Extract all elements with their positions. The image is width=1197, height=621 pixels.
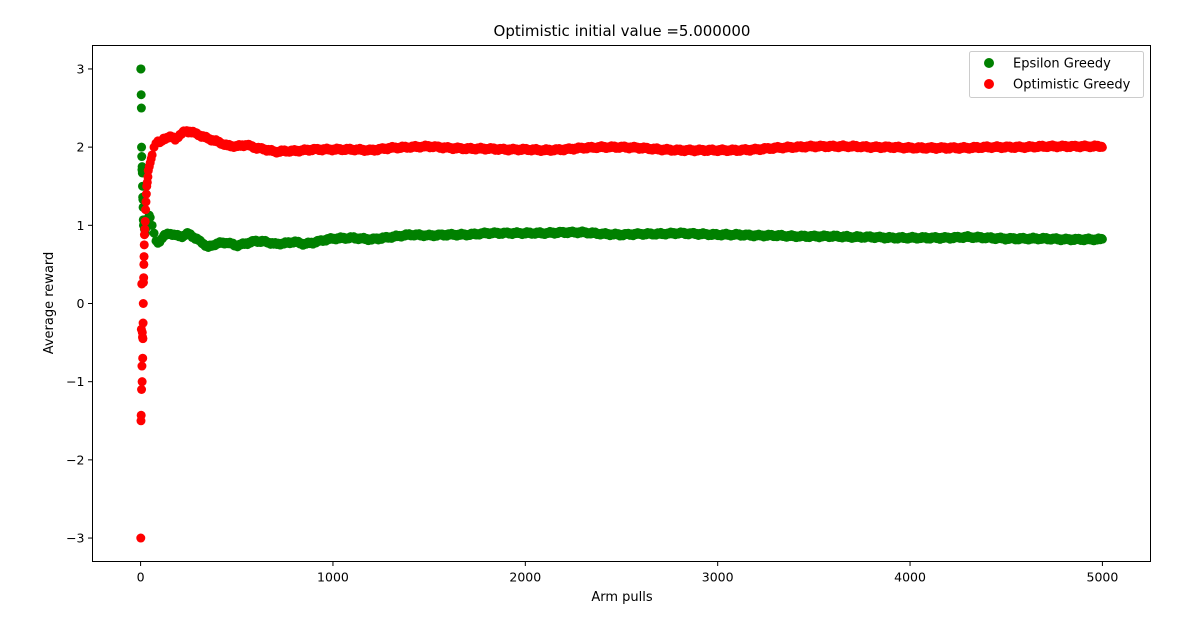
data-point [137, 385, 147, 394]
legend-marker-epsilon-greedy [984, 58, 994, 68]
y-tick-label: −2 [66, 452, 84, 467]
legend: Epsilon Greedy Optimistic Greedy [969, 51, 1144, 98]
data-point [138, 299, 148, 308]
legend-label-epsilon-greedy: Epsilon Greedy [1013, 57, 1111, 72]
data-point [140, 224, 150, 234]
data-point [139, 259, 149, 269]
data-point [136, 103, 146, 113]
data-point [141, 197, 151, 207]
x-tick-label: 5000 [1087, 570, 1119, 585]
data-point [149, 228, 159, 238]
data-point [147, 220, 157, 230]
y-tick-label: 3 [77, 61, 85, 76]
y-axis-ticks: −3 −2 −1 0 1 2 3 [66, 61, 93, 546]
series-epsilon-greedy [136, 64, 1107, 252]
y-tick-label: −3 [66, 531, 84, 546]
data-point [1097, 142, 1107, 152]
data-point [1097, 234, 1107, 244]
data-point [136, 90, 146, 100]
data-point [138, 318, 148, 328]
x-tick-label: 0 [137, 570, 145, 585]
x-tick-label: 2000 [509, 570, 541, 585]
data-point [139, 273, 149, 283]
data-point [140, 216, 150, 226]
data-point [137, 142, 147, 152]
data-point [137, 361, 147, 371]
data-point [141, 189, 151, 199]
series-optimistic-greedy [136, 126, 1107, 543]
x-tick-label: 4000 [894, 570, 926, 585]
data-point [139, 252, 149, 262]
data-point [136, 533, 146, 543]
data-point [136, 64, 146, 74]
data-point [139, 240, 149, 250]
points-layer [136, 64, 1107, 543]
data-point [141, 205, 151, 215]
data-point [138, 334, 148, 344]
x-tick-label: 1000 [317, 570, 349, 585]
legend-label-optimistic-greedy: Optimistic Greedy [1013, 78, 1131, 93]
data-point [137, 377, 147, 387]
y-axis-label: Average reward [42, 252, 57, 355]
y-tick-label: 2 [77, 140, 85, 155]
data-point [137, 152, 147, 162]
y-tick-label: 1 [77, 218, 85, 233]
x-axis-label: Arm pulls [591, 590, 653, 605]
chart-title: Optimistic initial value =5.000000 [494, 22, 751, 40]
x-tick-label: 3000 [702, 570, 734, 585]
data-point [136, 410, 146, 420]
y-tick-label: 0 [77, 296, 85, 311]
data-point [138, 353, 148, 363]
y-tick-label: −1 [66, 374, 84, 389]
x-axis-ticks: 0 1000 2000 3000 4000 5000 [137, 561, 1119, 585]
legend-box [969, 51, 1144, 98]
legend-marker-optimistic-greedy [984, 79, 994, 89]
data-point [147, 150, 157, 160]
